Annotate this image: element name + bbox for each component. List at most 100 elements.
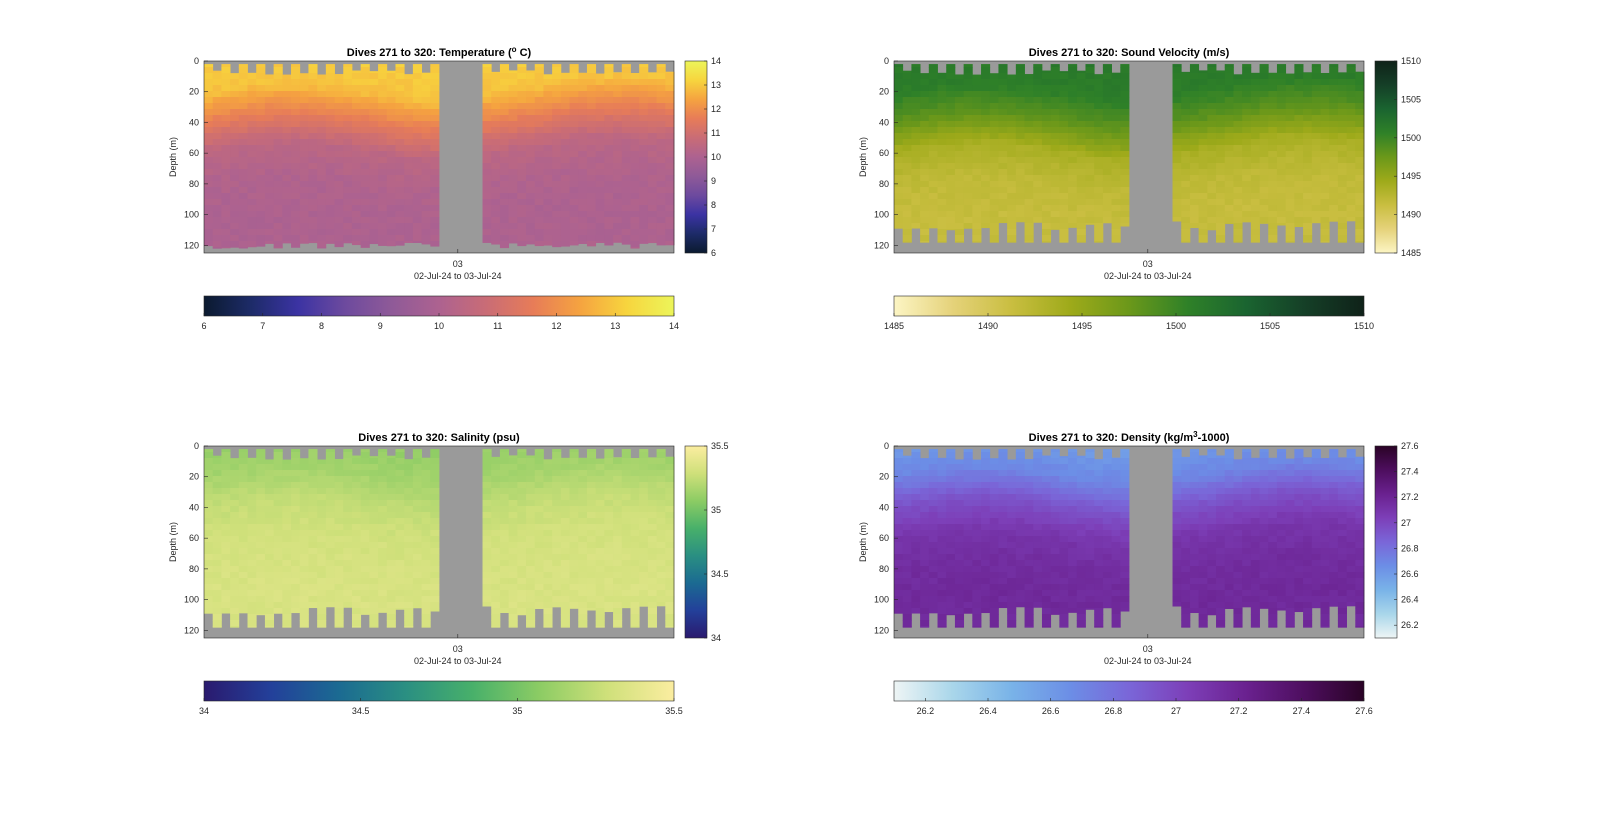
- heatmap-cell: [1346, 115, 1356, 122]
- heatmap-cell: [981, 458, 991, 465]
- heatmap-cell: [395, 566, 405, 573]
- heatmap-cell: [395, 85, 405, 92]
- heatmap-cell: [499, 494, 510, 501]
- heatmap-cell: [954, 187, 965, 194]
- heatmap-cell: [954, 464, 965, 471]
- heatmap-cell: [430, 464, 440, 471]
- heatmap-cell: [404, 127, 414, 134]
- heatmap-cell: [386, 199, 396, 206]
- heatmap-cell: [1024, 500, 1034, 507]
- heatmap-cell: [308, 139, 318, 146]
- heatmap-cell: [1007, 193, 1017, 200]
- heatmap-cell: [1050, 145, 1060, 152]
- heatmap-cell: [282, 217, 292, 224]
- heatmap-cell: [578, 584, 588, 591]
- heatmap-cell: [902, 151, 912, 158]
- heatmap-cell: [291, 139, 301, 146]
- heatmap-cell: [343, 163, 353, 170]
- heatmap-cell: [1294, 91, 1304, 98]
- heatmap-cell: [920, 175, 930, 182]
- heatmap-cell: [621, 241, 631, 245]
- heatmap-cell: [595, 211, 605, 218]
- heatmap-cell: [937, 530, 947, 537]
- heatmap-cell: [630, 500, 640, 507]
- heatmap-cell: [404, 175, 414, 182]
- heatmap-cell: [1259, 79, 1269, 86]
- heatmap-cell: [569, 127, 579, 134]
- heatmap-cell: [954, 223, 965, 230]
- heatmap-cell: [1189, 109, 1200, 116]
- heatmap-cell: [1024, 518, 1034, 525]
- heatmap-cell: [639, 566, 649, 573]
- heatmap-cell: [204, 235, 214, 242]
- heatmap-cell: [343, 470, 353, 477]
- heatmap-cell: [1015, 530, 1025, 537]
- heatmap-cell: [1337, 133, 1347, 140]
- heatmap-cell: [1355, 133, 1365, 140]
- heatmap-cell: [230, 181, 240, 188]
- heatmap-cell: [430, 109, 440, 116]
- heatmap-cell: [526, 205, 536, 212]
- heatmap-cell: [1015, 572, 1025, 579]
- heatmap-cell: [954, 109, 965, 116]
- heatmap-cell: [351, 235, 362, 242]
- heatmap-cell: [499, 157, 510, 164]
- heatmap-cell: [1268, 199, 1278, 206]
- heatmap-cell: [1259, 145, 1269, 152]
- heatmap-cell: [630, 205, 640, 212]
- heatmap-cell: [1050, 175, 1060, 182]
- heatmap-cell: [212, 488, 222, 495]
- heatmap-cell: [595, 482, 605, 489]
- heatmap-cell: [613, 127, 623, 134]
- heatmap-cell: [291, 205, 301, 212]
- heatmap-cell: [954, 127, 965, 134]
- heatmap-cell: [256, 548, 266, 555]
- heatmap-cell: [1172, 133, 1182, 140]
- heatmap-cell: [1268, 229, 1278, 236]
- heatmap-cell: [378, 512, 388, 519]
- heatmap-cell: [543, 241, 553, 246]
- heatmap-cell: [351, 530, 362, 537]
- heatmap-cell: [256, 235, 266, 242]
- heatmap-cell: [247, 500, 257, 507]
- heatmap-cell: [639, 500, 649, 507]
- heatmap-cell: [395, 133, 405, 140]
- heatmap-cell: [981, 530, 991, 537]
- heatmap-cell: [656, 602, 666, 607]
- heatmap-cell: [499, 211, 510, 218]
- heatmap-cell: [1250, 217, 1260, 224]
- heatmap-cell: [1355, 229, 1365, 236]
- heatmap-cell: [273, 602, 283, 609]
- heatmap-cell: [1007, 518, 1017, 525]
- heatmap-cell: [1355, 97, 1365, 104]
- heatmap-cell: [639, 133, 649, 140]
- heatmap-cell: [282, 620, 292, 627]
- heatmap-cell: [299, 145, 309, 152]
- heatmap-cell: [569, 596, 579, 603]
- heatmap-cell: [1041, 193, 1052, 200]
- heatmap-cell: [937, 590, 947, 597]
- heatmap-cell: [378, 524, 388, 531]
- heatmap-cell: [360, 223, 370, 230]
- heatmap-cell: [386, 121, 396, 128]
- heatmap-cell: [256, 211, 266, 218]
- heatmap-cell: [351, 602, 362, 609]
- heatmap-cell: [639, 452, 649, 459]
- heatmap-cell: [1207, 115, 1217, 122]
- heatmap-cell: [395, 494, 405, 501]
- heatmap-cell: [1085, 187, 1095, 194]
- heatmap-cell: [920, 223, 930, 230]
- heatmap-cell: [230, 109, 240, 116]
- heatmap-cell: [517, 217, 527, 224]
- heatmap-cell: [972, 169, 982, 176]
- heatmap-cell: [560, 79, 570, 86]
- heatmap-cell: [920, 566, 930, 573]
- heatmap-cell: [972, 536, 982, 543]
- heatmap-cell: [578, 217, 588, 224]
- heatmap-cell: [238, 566, 248, 573]
- heatmap-cell: [595, 602, 605, 609]
- heatmap-cell: [543, 530, 553, 537]
- heatmap-cell: [552, 235, 562, 242]
- heatmap-cell: [595, 97, 605, 104]
- heatmap-cell: [430, 145, 440, 152]
